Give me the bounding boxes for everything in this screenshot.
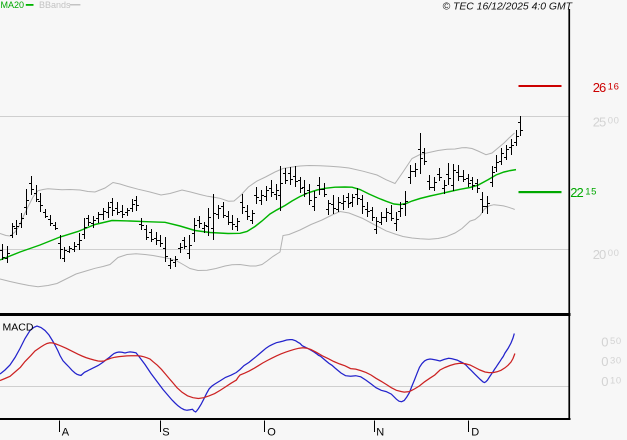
svg-text:MACD: MACD: [3, 321, 34, 333]
svg-text:N: N: [376, 426, 384, 438]
svg-text:MA20: MA20: [1, 0, 25, 10]
svg-text:BBands: BBands: [39, 0, 71, 10]
svg-text:O: O: [267, 426, 276, 438]
svg-text:D: D: [471, 426, 479, 438]
svg-text:050: 0 50: [601, 334, 622, 349]
svg-text:030: 0 30: [601, 354, 622, 369]
svg-text:010: 0 10: [601, 374, 622, 389]
svg-text:S: S: [162, 426, 169, 438]
svg-text:© TEC 16/12/2025 4:0 GMT: © TEC 16/12/2025 4:0 GMT: [442, 1, 572, 12]
svg-text:A: A: [62, 426, 70, 438]
